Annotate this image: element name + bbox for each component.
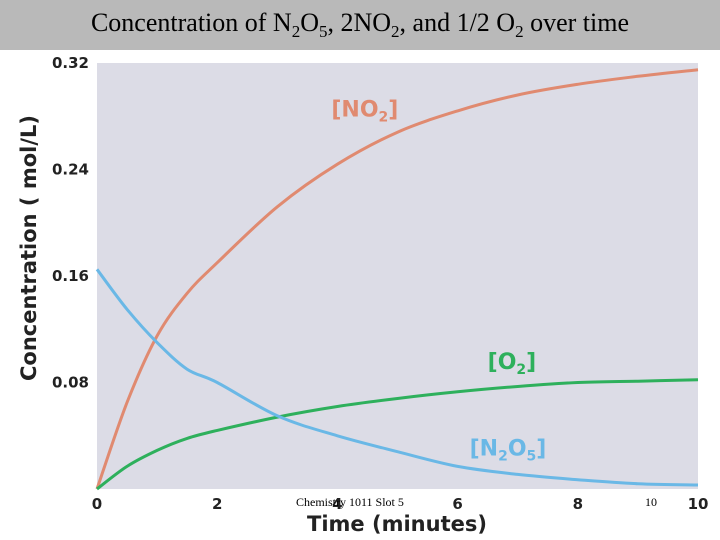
footer-course-label: Chemistry 1011 Slot 5 [296,495,404,509]
ticks-layer: 0 2 4 6 8 10 0.08 0.16 0.24 0.32 [52,54,708,513]
x-tick-label-5: 10 [688,495,709,513]
x-tick-label-2: 4 [332,495,342,513]
title-bar: Concentration of N2O5, 2NO2, and 1/2 O2 … [0,0,720,50]
series-line-2 [95,268,699,487]
x-tick-label-1: 2 [212,495,222,513]
chart-title: Concentration of N2O5, 2NO2, and 1/2 O2 … [90,8,630,42]
y-tick-label-1: 0.16 [52,267,89,285]
series-label-2: [N2O5] [470,437,547,465]
series-line-1 [96,378,699,491]
x-tick-label-0: 0 [92,495,102,513]
series-label-0: [NO2] [331,97,398,125]
series-label-1: [O2] [488,350,537,378]
y-tick-label-3: 0.32 [52,54,89,72]
series-layer [95,68,699,491]
y-axis-label: Concentration ( mol/L) [17,115,41,381]
x-tick-label-3: 6 [452,495,462,513]
plot-area [97,63,698,489]
labels-layer: [NO2] [O2] [N2O5] [331,97,546,464]
y-tick-label-2: 0.24 [52,161,89,179]
y-tick-label-0: 0.08 [52,374,89,392]
page-number: 10 [645,495,657,509]
x-tick-label-4: 8 [573,495,583,513]
x-axis-label: Time (minutes) [307,512,487,536]
